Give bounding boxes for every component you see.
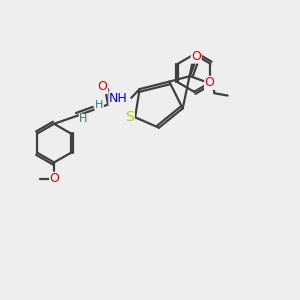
Text: O: O bbox=[205, 76, 214, 89]
Text: S: S bbox=[125, 110, 134, 124]
Text: NH: NH bbox=[109, 92, 128, 105]
Text: H: H bbox=[80, 114, 88, 124]
Text: H: H bbox=[95, 100, 103, 110]
Text: O: O bbox=[191, 50, 201, 63]
Text: O: O bbox=[50, 172, 60, 185]
Text: O: O bbox=[98, 80, 107, 93]
